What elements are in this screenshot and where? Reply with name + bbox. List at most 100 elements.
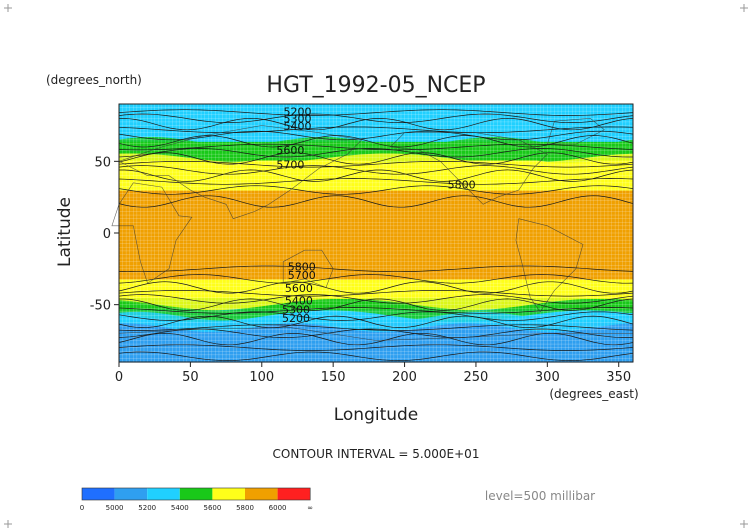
y-axis: 50 0 -50 [90,155,119,314]
colorbar-tick-label: ∞ [307,504,313,512]
contour-line [118,185,634,195]
x-tick-label: 350 [606,370,631,385]
band-slice [119,277,633,280]
colorbar-swatch [114,488,148,500]
band-slice [119,139,633,142]
band-slice [119,169,633,172]
band-slice [119,118,633,121]
band-wave [119,153,633,181]
band-slice [119,205,633,208]
x-units-label: (degrees_east) [549,387,638,401]
band-slice [119,265,633,268]
band-slice [119,255,633,258]
band-slice [119,341,633,344]
band-slice [119,172,633,175]
band-slice [119,208,633,211]
band-slice [119,273,633,276]
coastline [547,117,605,145]
band-slice [119,254,633,257]
band-slice [119,334,633,337]
coastline [515,218,584,313]
contour-line [118,152,634,165]
contour-label: 5400 [285,295,313,308]
band-slice [119,178,633,181]
coastline [118,125,363,220]
colorbar-tick-label: 5800 [236,504,254,512]
x-tick-label: 150 [321,370,346,385]
band-slice [119,190,633,193]
grid-lines [118,103,634,363]
contour-label: 5300 [282,303,310,316]
contour-label: 5700 [276,159,304,172]
contour-line [118,351,634,361]
band-slice [119,134,633,137]
contour-line [118,109,634,116]
contour-line [118,113,634,123]
band-slice [119,111,633,114]
band-slice [119,125,633,128]
band-slice [119,138,633,141]
band-slice [119,331,633,334]
band-slice [119,224,633,227]
band-slice [119,240,633,243]
contour-line [118,274,634,284]
band-slice [119,181,633,184]
band-slice [119,128,633,131]
band-slice [119,198,633,201]
band-slice [119,357,633,360]
x-tick-label: 50 [182,370,199,385]
y-tick-label: 0 [103,227,111,242]
colorbar-tick-label: 5400 [171,504,189,512]
band-slice [119,112,633,115]
band-slice [119,184,633,187]
band-slice [119,313,633,316]
band-slice [119,222,633,225]
colorbar-swatch [212,488,245,500]
x-tick-label: 300 [535,370,560,385]
colorbar-frame [81,487,311,501]
colorbar-tick-label: 0 [80,504,84,512]
corner-mark-tr [740,4,748,12]
x-axis-label: Longitude [334,405,419,425]
contour-line [118,289,634,297]
band-slice [119,314,633,317]
band-slice [119,250,633,253]
contour-label: 5800 [448,179,476,192]
band-slice [119,237,633,240]
band-slice [119,230,633,233]
contour-line [118,195,634,208]
band-slice [119,267,633,270]
colorbar-tick-label: 5200 [138,504,156,512]
contour-label: 5600 [285,282,313,295]
band-slice [119,349,633,352]
band-slice [119,132,633,135]
band-slice [119,115,633,118]
band-slice [119,211,633,214]
band-slice [119,225,633,228]
y-units-label: (degrees_north) [46,73,142,87]
band-slice [119,121,633,124]
y-tick-label: -50 [90,299,111,314]
band-slice [119,191,633,194]
band-slice [119,350,633,353]
band-slice [119,351,633,354]
band-slice [119,336,633,339]
contour-line [118,178,634,185]
contour-line [118,160,634,168]
band-slice [119,359,633,362]
coastline [282,249,334,288]
colorbar-swatch [147,488,180,500]
band-slice [119,317,633,320]
corner-mark-tl [4,4,12,12]
band-slice [119,197,633,200]
band-slice [119,192,633,195]
x-tick-label: 250 [464,370,489,385]
band-wave [119,311,633,332]
colorbar-swatch [245,488,278,500]
band-slice [119,253,633,256]
contour-line [118,311,634,321]
band-slice [119,228,633,231]
contour-line [118,143,634,151]
band-slice [119,343,633,346]
